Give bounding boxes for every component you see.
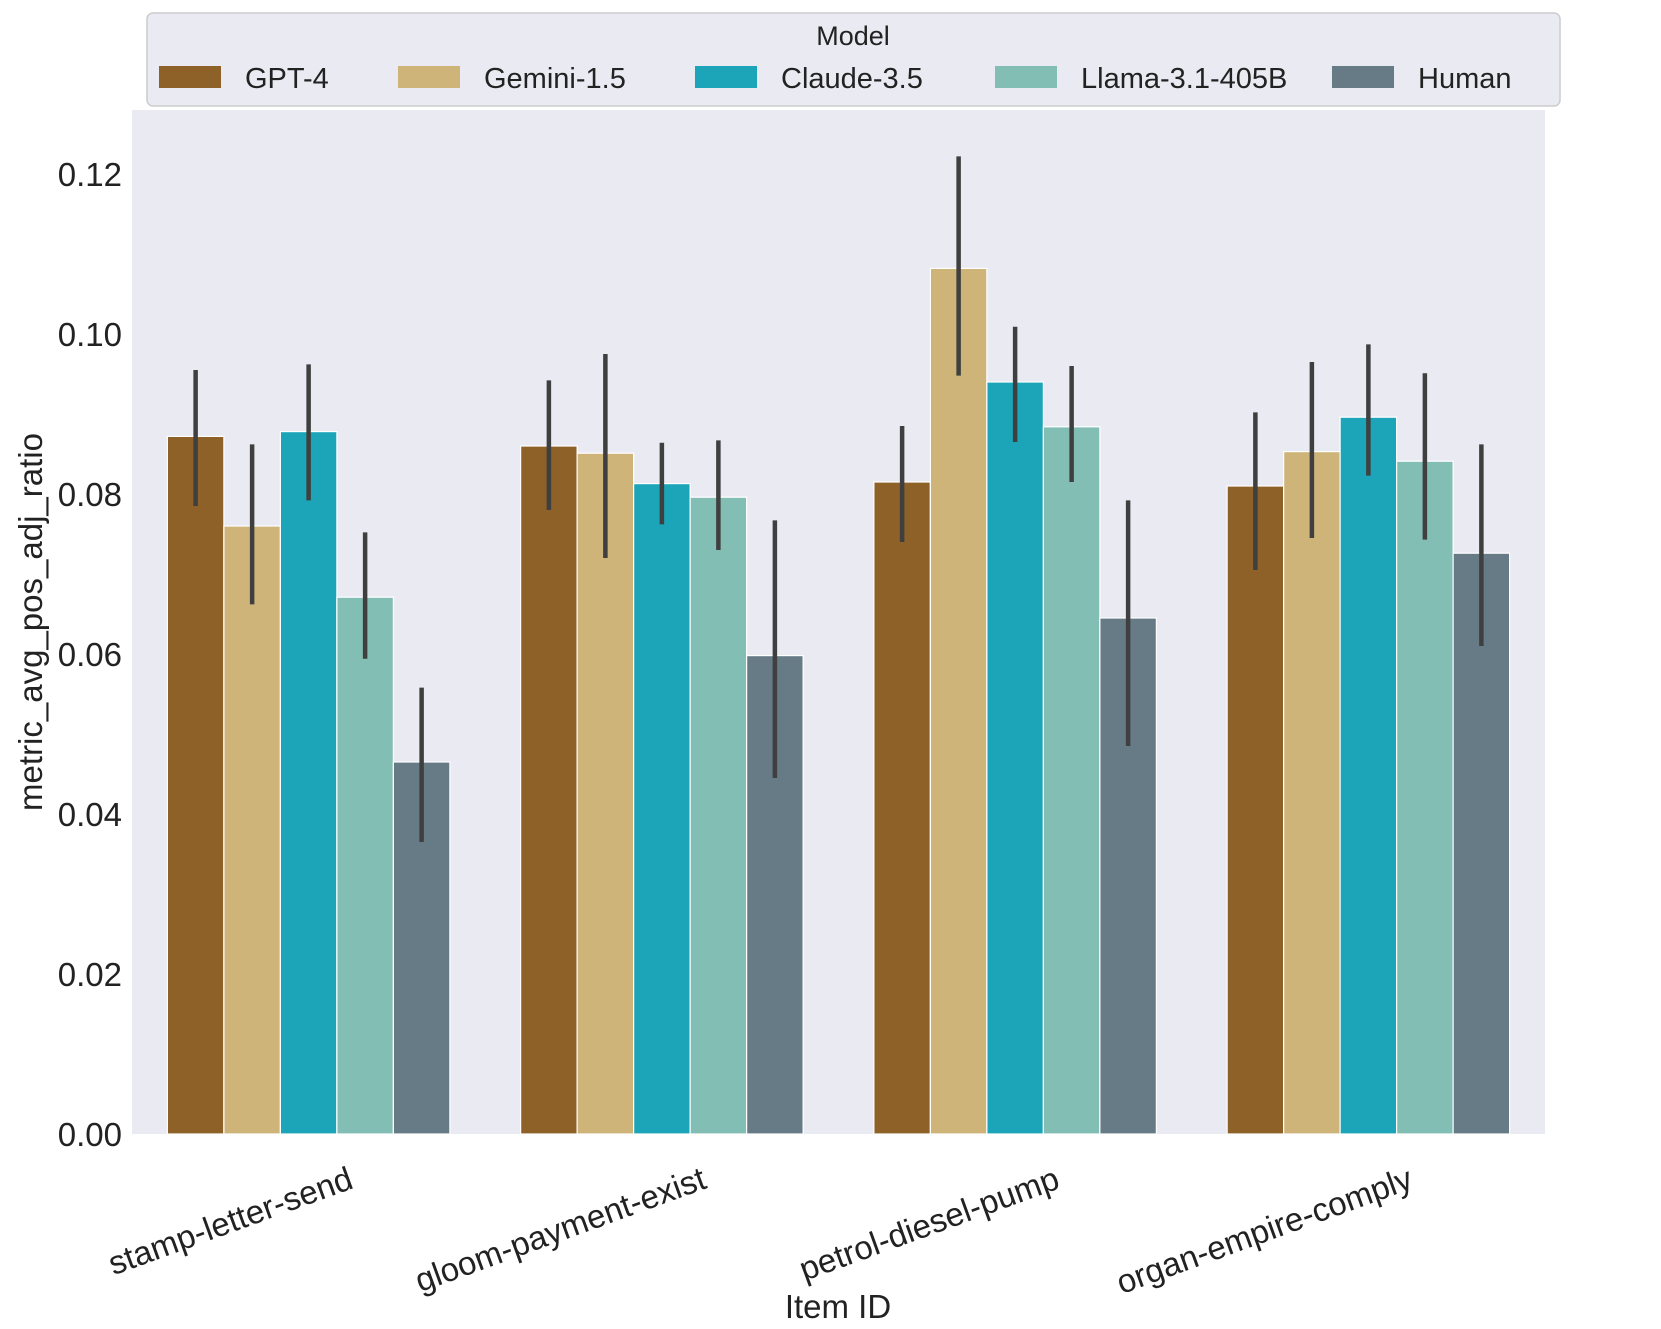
legend-label: Gemini-1.5 <box>484 63 626 95</box>
bar-claude-3-5 <box>986 381 1044 1135</box>
y-tick-label: 0.02 <box>58 956 122 993</box>
legend: Model GPT-4 Gemini-1.5 Claude-3.5 Llama-3.1… <box>146 12 1561 107</box>
bar-llama-3-1-405b <box>1042 426 1101 1135</box>
bar-llama-3-1-405b <box>1396 460 1454 1135</box>
x-tick-label: organ-empire-comply <box>1111 1159 1417 1301</box>
bar-gpt-4 <box>873 481 931 1135</box>
x-axis-title: Item ID <box>785 1288 891 1325</box>
legend-swatch <box>695 66 757 88</box>
bar-gemini-1-5 <box>576 452 635 1135</box>
y-axis: 0.00 0.02 0.04 0.06 0.08 0.10 0.12 <box>58 156 122 1153</box>
bar-llama-3-1-405b <box>689 496 748 1135</box>
legend-swatch <box>398 66 460 88</box>
bar-gemini-1-5 <box>223 525 281 1135</box>
x-axis: stamp-letter-send gloom-payment-exist petr… <box>103 1159 1417 1301</box>
y-tick-label: 0.08 <box>58 476 122 513</box>
bar-gemini-1-5 <box>1283 451 1341 1135</box>
bar-gpt-4 <box>1226 485 1285 1135</box>
bars <box>166 267 1511 1135</box>
y-tick-label: 0.06 <box>58 636 122 673</box>
x-tick-label: petrol-diesel-pump <box>794 1159 1063 1287</box>
bar-claude-3-5 <box>633 483 691 1135</box>
x-tick-label: stamp-letter-send <box>103 1159 357 1282</box>
bar-gemini-1-5 <box>929 267 988 1135</box>
bar-gpt-4 <box>166 435 225 1135</box>
legend-swatch <box>1332 66 1394 88</box>
x-tick-label: gloom-payment-exist <box>410 1159 710 1299</box>
y-tick-label: 0.00 <box>58 1116 122 1153</box>
y-tick-label: 0.12 <box>58 156 122 193</box>
legend-label: Llama-3.1-405B <box>1081 63 1287 95</box>
bar-gpt-4 <box>520 445 578 1135</box>
error-bars <box>193 156 1484 842</box>
y-axis-title: metric_avg_pos_adj_ratio <box>12 433 49 811</box>
bar-human <box>1452 552 1511 1135</box>
y-tick-label: 0.10 <box>58 316 122 353</box>
legend-swatch <box>159 66 221 88</box>
legend-label: Human <box>1418 63 1512 95</box>
bar-claude-3-5 <box>1339 416 1398 1135</box>
bar-llama-3-1-405b <box>336 596 394 1135</box>
y-tick-label: 0.04 <box>58 796 122 833</box>
bar-claude-3-5 <box>279 431 338 1135</box>
legend-title: Model <box>816 21 890 51</box>
legend-swatch <box>995 66 1057 88</box>
legend-label: Claude-3.5 <box>781 63 923 95</box>
legend-label: GPT-4 <box>245 63 329 95</box>
legend-frame <box>146 12 1561 107</box>
